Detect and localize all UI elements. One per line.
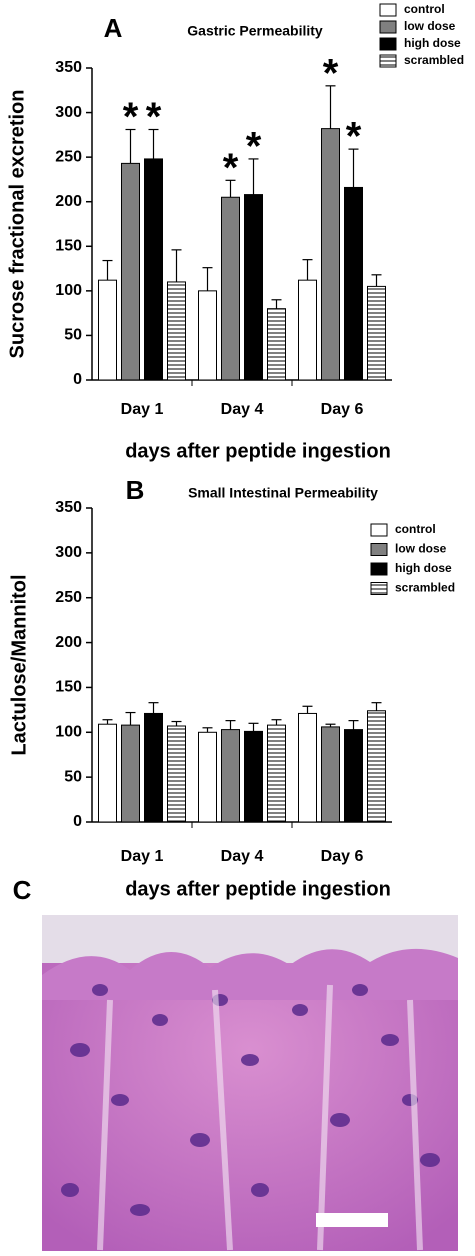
bar	[198, 731, 217, 823]
y-tick-label: 200	[55, 193, 82, 210]
bar	[321, 726, 340, 823]
bar	[298, 712, 317, 823]
x-tick-label: Day 4	[221, 848, 264, 865]
legend-swatch	[379, 37, 397, 51]
y-tick-label: 350	[55, 499, 82, 516]
x-axis-label: days after peptide ingestion	[125, 878, 391, 900]
bar	[367, 710, 386, 823]
legend-swatch	[370, 582, 388, 595]
y-tick-label: 250	[55, 148, 82, 165]
bar	[144, 158, 163, 381]
bar	[121, 724, 140, 823]
x-tick-label: Day 1	[121, 401, 164, 418]
significance-star: *	[246, 124, 262, 168]
legend-swatch	[379, 54, 397, 68]
significance-star: *	[123, 95, 139, 139]
y-axis-label: Lactulose/Mannitol	[8, 574, 30, 755]
legend-swatch	[370, 523, 388, 537]
y-tick-label: 0	[73, 371, 82, 388]
legend-label: low dose	[404, 19, 456, 33]
x-tick-label: Day 6	[321, 848, 364, 865]
x-axis-label: days after peptide ingestion	[125, 440, 391, 462]
bar	[98, 279, 117, 381]
y-tick-label: 50	[64, 327, 82, 344]
x-tick-label: Day 1	[121, 848, 164, 865]
significance-star: *	[323, 51, 339, 95]
bar	[267, 724, 286, 823]
bar	[221, 729, 240, 823]
legend-label: control	[395, 522, 436, 536]
legend-label: scrambled	[395, 581, 455, 595]
legend-label: low dose	[395, 542, 447, 556]
x-tick-label: Day 6	[321, 401, 364, 418]
y-tick-label: 0	[73, 813, 82, 830]
y-axis-label: Sucrose fractional excretion	[6, 90, 28, 359]
significance-star: *	[346, 115, 362, 159]
y-tick-label: 250	[55, 589, 82, 606]
bar	[244, 730, 263, 823]
significance-star: *	[223, 146, 239, 190]
chart-title: Gastric Permeability	[187, 23, 323, 39]
bar	[244, 194, 263, 381]
y-tick-label: 150	[55, 679, 82, 696]
y-tick-label: 350	[55, 59, 82, 76]
y-tick-label: 150	[55, 238, 82, 255]
bar	[167, 281, 186, 381]
panel-label: A	[104, 13, 123, 43]
legend-swatch	[379, 20, 397, 34]
bar	[144, 712, 163, 823]
legend-label: scrambled	[404, 53, 464, 67]
y-tick-label: 100	[55, 282, 82, 299]
y-tick-label: 300	[55, 544, 82, 561]
legend-swatch	[379, 3, 397, 17]
legend-swatch	[370, 562, 388, 576]
y-tick-label: 100	[55, 724, 82, 741]
significance-star: *	[146, 95, 162, 139]
bar	[321, 128, 340, 381]
bar	[367, 285, 386, 381]
bar	[221, 196, 240, 381]
panel-label: B	[126, 475, 145, 505]
bar	[344, 186, 363, 381]
bar	[98, 723, 117, 823]
legend-label: high dose	[404, 36, 461, 50]
y-tick-label: 300	[55, 104, 82, 121]
bar	[298, 279, 317, 381]
bar	[167, 725, 186, 823]
bar	[267, 308, 286, 381]
y-tick-label: 50	[64, 768, 82, 785]
y-tick-label: 200	[55, 634, 82, 651]
legend-label: control	[404, 2, 445, 16]
histology-image	[42, 915, 458, 1251]
bar	[121, 162, 140, 381]
legend-label: high dose	[395, 561, 452, 575]
bar	[344, 729, 363, 823]
panel-label: C	[13, 875, 32, 905]
chart-title: Small Intestinal Permeability	[188, 485, 378, 501]
x-tick-label: Day 4	[221, 401, 264, 418]
bar	[198, 290, 217, 381]
legend-swatch	[370, 543, 388, 556]
